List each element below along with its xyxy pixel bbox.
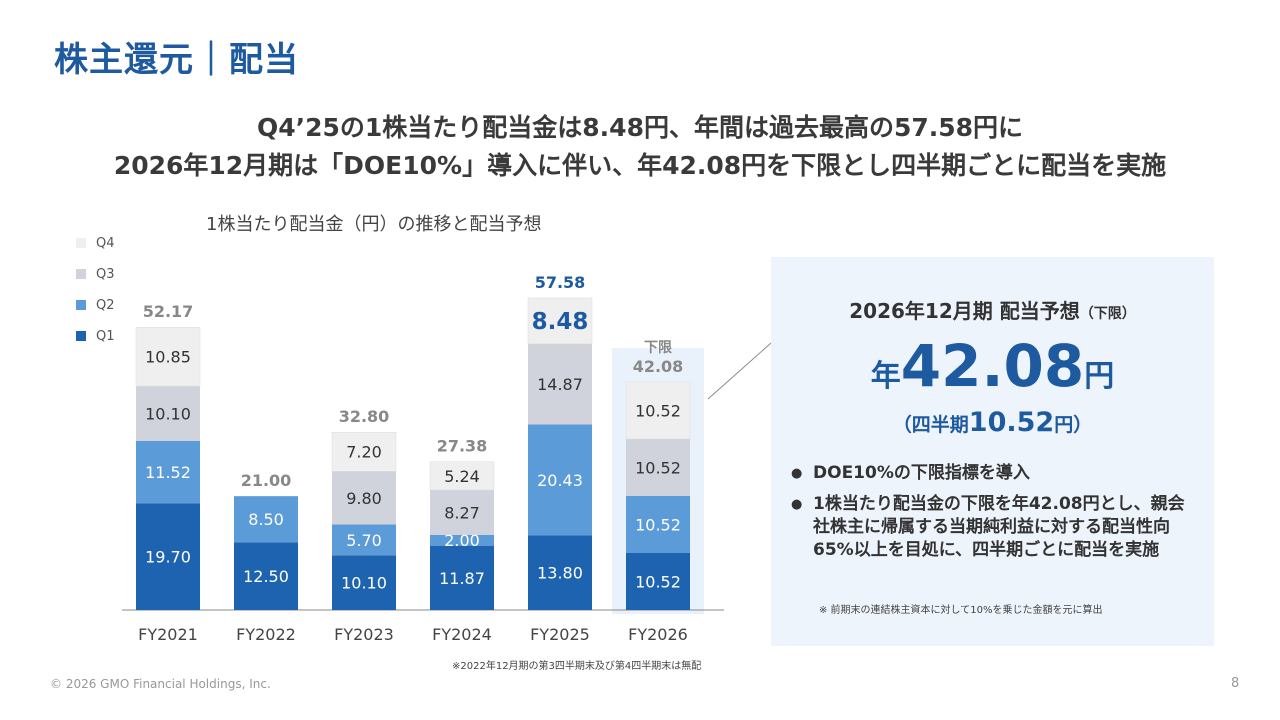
headline-2: 2026年12月期は「DOE10%」導入に伴い、年42.08円を下限とし四半期ご… (113, 151, 1167, 180)
bar-total-label: 32.80 (339, 407, 390, 426)
legend-item-q1: Q1 (76, 325, 115, 347)
bar-value-label: 2.00 (444, 531, 480, 550)
bar-value-label: 5.70 (346, 531, 382, 550)
legend-label: Q3 (96, 266, 115, 282)
bar-segment-fy2026-q3 (626, 438, 690, 496)
bar-segment-fy2026-q2 (626, 495, 690, 553)
x-tick-label: FY2021 (138, 625, 198, 644)
quarter-open: （四半期 (892, 414, 969, 436)
dividend-bar-chart: 19.70 11.52 10.10 10.85 52.17 FY2021 12.50 8.50… (122, 273, 724, 644)
bar-total-label: 27.38 (437, 437, 488, 456)
quarter-value: 10.52 (968, 407, 1055, 438)
bar-value-label: 20.43 (537, 471, 583, 490)
bar-total-label: 21.00 (241, 471, 292, 490)
x-tick-label: FY2024 (432, 625, 492, 644)
bar-total-label: 57.58 (535, 273, 586, 292)
panel-title: 2026年12月期 配当予想（下限） (771, 295, 1214, 324)
bar-segment-fy2025-q4 (527, 297, 593, 345)
bar-value-label: 10.52 (635, 572, 681, 591)
panel-title-suffix: （下限） (1079, 306, 1136, 322)
annual-prefix: 年 (870, 359, 901, 394)
chart-title: 1株当たり配当金（円）の推移と配当予想 (206, 214, 542, 235)
bar-segment-fy2023-q1 (332, 555, 396, 610)
bar-value-label: 10.10 (145, 404, 191, 423)
bar-value-label: 19.70 (145, 548, 191, 567)
bar-value-label: 11.87 (439, 569, 485, 588)
bar-value-label: 11.52 (145, 463, 191, 482)
legend-label: Q4 (96, 235, 115, 251)
annual-unit: 円 (1084, 359, 1115, 394)
bar-segment-fy2021-q4 (135, 326, 201, 387)
x-tick-label: FY2022 (236, 625, 296, 644)
annual-value: 42.08 (900, 332, 1085, 400)
bar-value-label: 13.80 (537, 564, 583, 583)
legend-swatch-q1 (76, 331, 86, 341)
page-title: 株主還元｜配当 (54, 40, 299, 80)
bar-value-label: 10.85 (145, 348, 191, 367)
bar-value-label: 8.48 (532, 309, 589, 335)
legend-label: Q1 (96, 328, 115, 344)
bar-segment-fy2023-q2 (332, 524, 396, 556)
annual-dividend: 年42.08円 (771, 337, 1214, 395)
legend-item-q2: Q2 (76, 294, 115, 316)
bullet-text: 1株当たり配当金の下限を年42.08円とし、親会社株主に帰属する当期純利益に対す… (813, 494, 1185, 560)
bullet-item: ● 1株当たり配当金の下限を年42.08円とし、親会社株主に帰属する当期純利益に… (791, 493, 1191, 562)
bar-segment-fy2021-q1 (136, 503, 200, 610)
legend-swatch-q2 (76, 300, 86, 310)
legend-swatch-q3 (76, 269, 86, 279)
x-tick-label: FY2025 (530, 625, 590, 644)
bar-segment-fy2026-q1 (626, 552, 690, 610)
x-tick-label: FY2023 (334, 625, 394, 644)
bar-segment-fy2021-q3 (136, 386, 200, 441)
bar-segment-fy2022-q1 (234, 542, 298, 610)
bar-value-label: 7.20 (346, 443, 382, 462)
bar-segment-fy2023-q3 (332, 471, 396, 525)
bar-segment-fy2024-q4 (429, 461, 495, 491)
chart-footnote: ※2022年12月期の第3四半期末及び第4四半期末は無配 (452, 661, 702, 672)
bar-total-label: 52.17 (143, 302, 194, 321)
bar-value-label: 14.87 (537, 375, 583, 394)
bar-value-label: 9.80 (346, 489, 382, 508)
legend-item-q3: Q3 (76, 263, 115, 285)
forecast-panel: 2026年12月期 配当予想（下限） 年42.08円 （四半期10.52円） ●… (771, 257, 1214, 646)
quarter-dividend: （四半期10.52円） (771, 407, 1214, 438)
legend-label: Q2 (96, 297, 115, 313)
page-number: 8 (1231, 676, 1240, 691)
chart-legend: Q4 Q3 Q2 Q1 (76, 232, 115, 356)
panel-title-text: 2026年12月期 配当予想 (849, 299, 1080, 323)
bar-value-label: 10.52 (635, 401, 681, 420)
headline-1: Q4’25の1株当たり配当金は8.48円、年間は過去最高の57.58円に (256, 113, 1024, 142)
legend-swatch-q4 (76, 238, 86, 248)
bullet-item: ● DOE10%の下限指標を導入 (791, 462, 1191, 485)
bar-segment-fy2025-q2 (528, 424, 592, 536)
bar-segment-fy2024-q3 (430, 490, 494, 535)
bar-segment-fy2024-q1 (430, 545, 494, 610)
bar-segment-fy2021-q2 (136, 440, 200, 504)
x-tick-label: FY2026 (628, 625, 688, 644)
legend-item-q4: Q4 (76, 232, 115, 254)
panel-note: ※ 前期末の連結株主資本に対して10%を乗じた金額を元に算出 (819, 605, 1103, 616)
bar-total-label: 42.08 (633, 357, 684, 376)
bar-value-label: 8.50 (248, 510, 284, 529)
bar-segment-fy2026-q4 (625, 381, 691, 440)
bar-value-label: 5.24 (444, 467, 480, 486)
bar-segment-fy2024-q2 (430, 534, 494, 546)
quarter-close: 円） (1054, 414, 1093, 436)
bar-value-label: 8.27 (444, 503, 480, 522)
panel-bullets: ● DOE10%の下限指標を導入 ● 1株当たり配当金の下限を年42.08円とし… (791, 462, 1191, 570)
bullet-dot-icon: ● (791, 466, 803, 481)
bar-segment-fy2023-q4 (331, 431, 397, 472)
bullet-dot-icon: ● (791, 497, 803, 512)
lower-limit-label: 下限 (644, 340, 672, 356)
copyright: © 2026 GMO Financial Holdings, Inc. (50, 677, 271, 691)
bar-value-label: 10.52 (635, 458, 681, 477)
bar-segment-fy2025-q1 (528, 535, 592, 610)
bar-value-label: 12.50 (243, 567, 289, 586)
bar-segment-fy2022-q2 (234, 496, 298, 543)
bar-segment-fy2025-q3 (528, 343, 592, 425)
bar-value-label: 10.52 (635, 515, 681, 534)
bullet-text: DOE10%の下限指標を導入 (813, 463, 1030, 483)
bar-value-label: 10.10 (341, 574, 387, 593)
